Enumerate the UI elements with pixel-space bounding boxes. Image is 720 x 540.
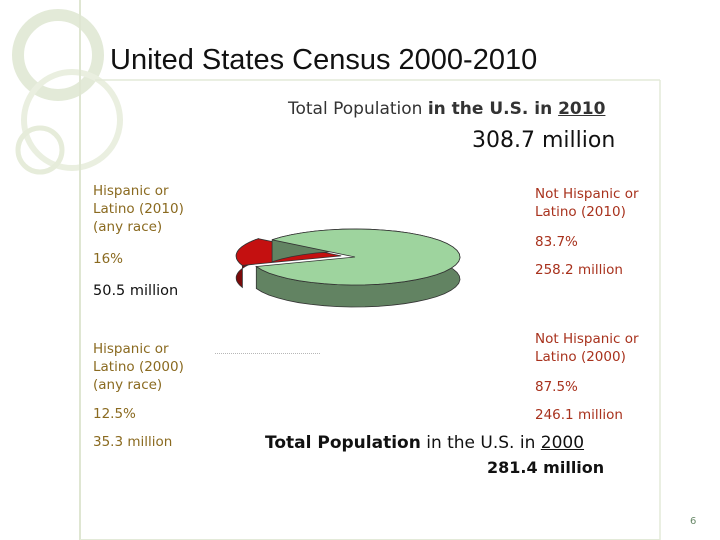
decor-ring-small bbox=[15, 125, 65, 175]
label-non-hispanic-2010: Not Hispanic or Latino (2010) bbox=[535, 185, 639, 221]
label-non-hispanic-2010-line2: Latino (2010) bbox=[535, 204, 626, 220]
decor-ring-large bbox=[12, 9, 104, 101]
subtitle-2000-part1: Total Population bbox=[265, 433, 421, 453]
subtitle-2000-part2: in the U.S. in bbox=[420, 433, 541, 453]
label-hispanic-2000-line3: (any race) bbox=[93, 377, 163, 393]
page-number: 6 bbox=[690, 516, 697, 527]
count-non-hispanic-2000: 246.1 million bbox=[535, 407, 623, 423]
slide-title: United States Census 2000-2010 bbox=[110, 44, 538, 76]
pie-chart-2010 bbox=[235, 228, 461, 308]
label-non-hispanic-2000-line2: Latino (2000) bbox=[535, 349, 626, 365]
faded-label-artifact bbox=[215, 353, 320, 357]
label-hispanic-2010-line3: (any race) bbox=[93, 219, 163, 235]
label-non-hispanic-2010-line1: Not Hispanic or bbox=[535, 186, 639, 202]
subtitle-2010-year: 2010 bbox=[558, 99, 606, 119]
decor-ring-mid bbox=[21, 69, 123, 171]
total-population-2010: 308.7 million bbox=[472, 128, 616, 153]
label-hispanic-2000-line2: Latino (2000) bbox=[93, 359, 184, 375]
subtitle-2000-year: 2000 bbox=[540, 433, 585, 453]
label-hispanic-2000: Hispanic or Latino (2000) (any race) bbox=[93, 340, 184, 394]
count-hispanic-2010: 50.5 million bbox=[93, 283, 179, 299]
chart-subtitle-2000: Total Population in the U.S. in 2000 bbox=[265, 433, 584, 453]
label-non-hispanic-2000-line1: Not Hispanic or bbox=[535, 331, 639, 347]
pct-hispanic-2000: 12.5% bbox=[93, 406, 136, 422]
label-hispanic-2010-line2: Latino (2010) bbox=[93, 201, 184, 217]
subtitle-2010-part2: in the U.S. in bbox=[427, 99, 559, 119]
label-hispanic-2000-line1: Hispanic or bbox=[93, 341, 169, 357]
label-hispanic-2010-line1: Hispanic or bbox=[93, 183, 169, 199]
subtitle-2010-part1: Total Population bbox=[288, 99, 428, 119]
label-non-hispanic-2000: Not Hispanic or Latino (2000) bbox=[535, 330, 639, 366]
label-hispanic-2010: Hispanic or Latino (2010) (any race) bbox=[93, 182, 184, 236]
count-hispanic-2000: 35.3 million bbox=[93, 434, 173, 450]
pct-non-hispanic-2000: 87.5% bbox=[535, 379, 578, 395]
count-non-hispanic-2010: 258.2 million bbox=[535, 262, 623, 278]
pie-slice-non-hispanic bbox=[255, 228, 461, 286]
pct-hispanic-2010: 16% bbox=[93, 251, 124, 267]
pct-non-hispanic-2010: 83.7% bbox=[535, 234, 578, 250]
total-population-2000: 281.4 million bbox=[487, 458, 605, 477]
chart-subtitle-2010: Total Population in the U.S. in 2010 bbox=[288, 99, 605, 119]
